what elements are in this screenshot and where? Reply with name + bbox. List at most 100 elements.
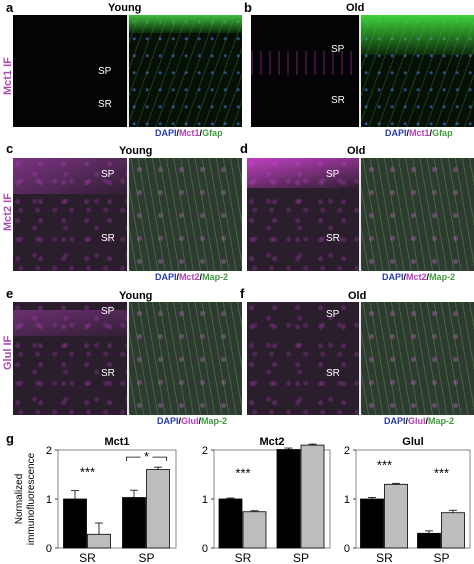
panel-label-d: d [240,141,248,156]
significance-marker: *** [235,465,250,480]
x-tick-label: SR [235,551,252,564]
legend-dapi: DAPI [157,416,179,426]
legend-mct2: Mct2 [179,272,200,282]
significance-marker: *** [377,457,392,472]
bar [276,449,301,549]
bar [146,469,170,549]
chart-title: Glul [402,436,423,448]
legend-d: DAPI/Mct2/Map-2 [382,272,456,282]
x-tick-label: SP [433,551,449,564]
panel-label-f: f [240,286,245,301]
legend-f: DAPI/Glul/Map-2 [384,416,455,426]
legend-dapi: DAPI [155,128,177,138]
y-tick-label: 2 [202,445,208,457]
y-tick-label: 2 [344,445,350,457]
micrograph-e-merge [129,302,242,415]
legend-map2: Map-2 [429,272,456,282]
panel-label-g: g [6,431,14,446]
bar [417,532,441,549]
legend-map2: Map-2 [428,416,455,426]
x-tick-label: SP [293,551,309,564]
panel-e-title: Young [119,290,153,302]
panel-divider [127,158,129,271]
y-axis-label-line: immunofluorescence [26,452,37,545]
bar [63,498,87,549]
legend-glul: Glul [408,416,426,426]
micrograph-d-merge [361,158,474,271]
panel-label-c: c [6,141,14,156]
legend-glul: Glul [181,416,199,426]
panel-label-a: a [6,0,14,15]
region-label-sp: SP [98,66,112,77]
legend-dapi: DAPI [384,416,406,426]
panel-f-title: Old [348,290,367,302]
micrograph-e-channel [13,302,127,415]
micrograph-b-merge [361,15,474,127]
legend-map2: Map-2 [202,272,229,282]
bar [384,483,408,549]
legend-e: DAPI/Glul/Map-2 [157,416,228,426]
micrograph-a-channel [13,15,127,127]
panel-a-title: Young [108,2,142,14]
micrograph-f-channel [247,302,359,415]
y-axis-label-line: Normalized [14,474,25,525]
region-label-sr: SR [101,368,115,379]
y-axis-label: Normalizedimmunofluorescence [14,452,37,545]
significance-marker: *** [80,465,95,480]
bar [300,444,325,549]
panel-label-b: b [244,0,252,15]
bar [441,512,465,549]
region-label-sp: SP [101,306,115,317]
legend-mct1: Mct1 [409,128,430,138]
x-tick-label: SR [376,551,393,564]
chart-title: Mct2 [259,436,284,448]
micrograph-b-channel [251,15,359,127]
bracket-gap [140,454,153,461]
micrograph-d-channel [247,158,359,271]
panel-d-title: Old [347,145,366,157]
region-label-sr: SR [98,99,112,110]
region-label-sp: SP [326,169,340,180]
legend-gfap: Gfap [432,128,453,138]
y-tick-label: 0 [202,543,208,555]
region-label-sp: SP [331,44,345,55]
region-label-sr: SR [326,233,340,244]
y-tick-label: 1 [46,494,52,506]
y-tick-label: 0 [344,543,350,555]
panel-label-e: e [6,286,14,301]
panel-b-title: Old [346,2,365,14]
panel-divider [359,302,361,415]
legend-mct2: Mct2 [406,272,427,282]
legend-b: DAPI/Mct1/Gfap [385,128,453,138]
y-tick-label: 1 [344,494,350,506]
significance-marker: * [144,449,149,464]
region-label-sr: SR [326,368,340,379]
bar [87,533,111,549]
legend-a: DAPI/Mct1/Gfap [155,128,223,138]
bar [122,497,146,549]
micrograph-a-merge [129,15,242,127]
bar [360,498,384,549]
micrograph-f-merge [361,302,474,415]
micrograph-c-channel [13,158,127,271]
y-tick-label: 0 [46,543,52,555]
significance-marker: *** [434,465,449,480]
legend-map2: Map-2 [201,416,228,426]
bar [218,498,243,549]
micrograph-c-merge [129,158,242,271]
panel-divider [359,158,361,271]
y-tick-label: 1 [202,494,208,506]
panel-divider [359,15,361,127]
panel-divider [127,15,129,127]
legend-gfap: Gfap [202,128,223,138]
y-tick-label: 2 [46,445,52,457]
region-label-sr: SR [101,233,115,244]
panel-c-title: Young [119,145,153,157]
region-label-sp: SP [101,169,115,180]
x-tick-label: SR [79,551,96,564]
legend-dapi: DAPI [155,272,177,282]
x-tick-label: SP [138,551,154,564]
legend-dapi: DAPI [385,128,407,138]
chart-title: Mct1 [104,436,129,448]
bar-charts-g: Normalizedimmunofluorescence Mct1 0 1 2 SR SP *… [14,436,471,564]
